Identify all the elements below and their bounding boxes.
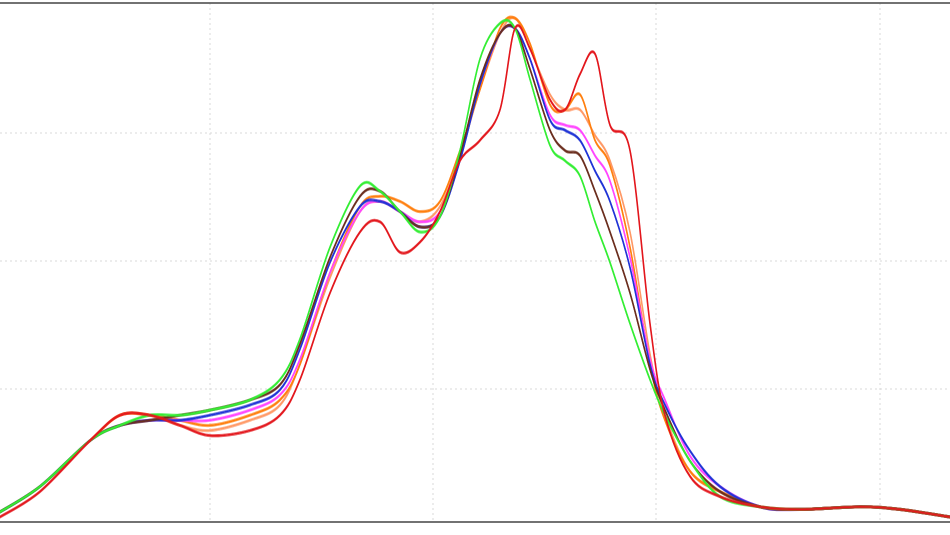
series-line xyxy=(0,16,950,518)
series-group xyxy=(0,15,950,519)
series-line xyxy=(0,26,950,519)
plot-frame xyxy=(0,2,950,523)
series-line xyxy=(0,17,950,519)
series-line xyxy=(0,26,950,519)
series-line xyxy=(0,16,950,517)
series-line xyxy=(0,19,950,518)
series-line xyxy=(0,18,950,517)
series-line xyxy=(0,16,950,518)
series-line xyxy=(0,20,950,519)
series-line xyxy=(0,15,950,517)
grid-lines xyxy=(0,3,950,522)
